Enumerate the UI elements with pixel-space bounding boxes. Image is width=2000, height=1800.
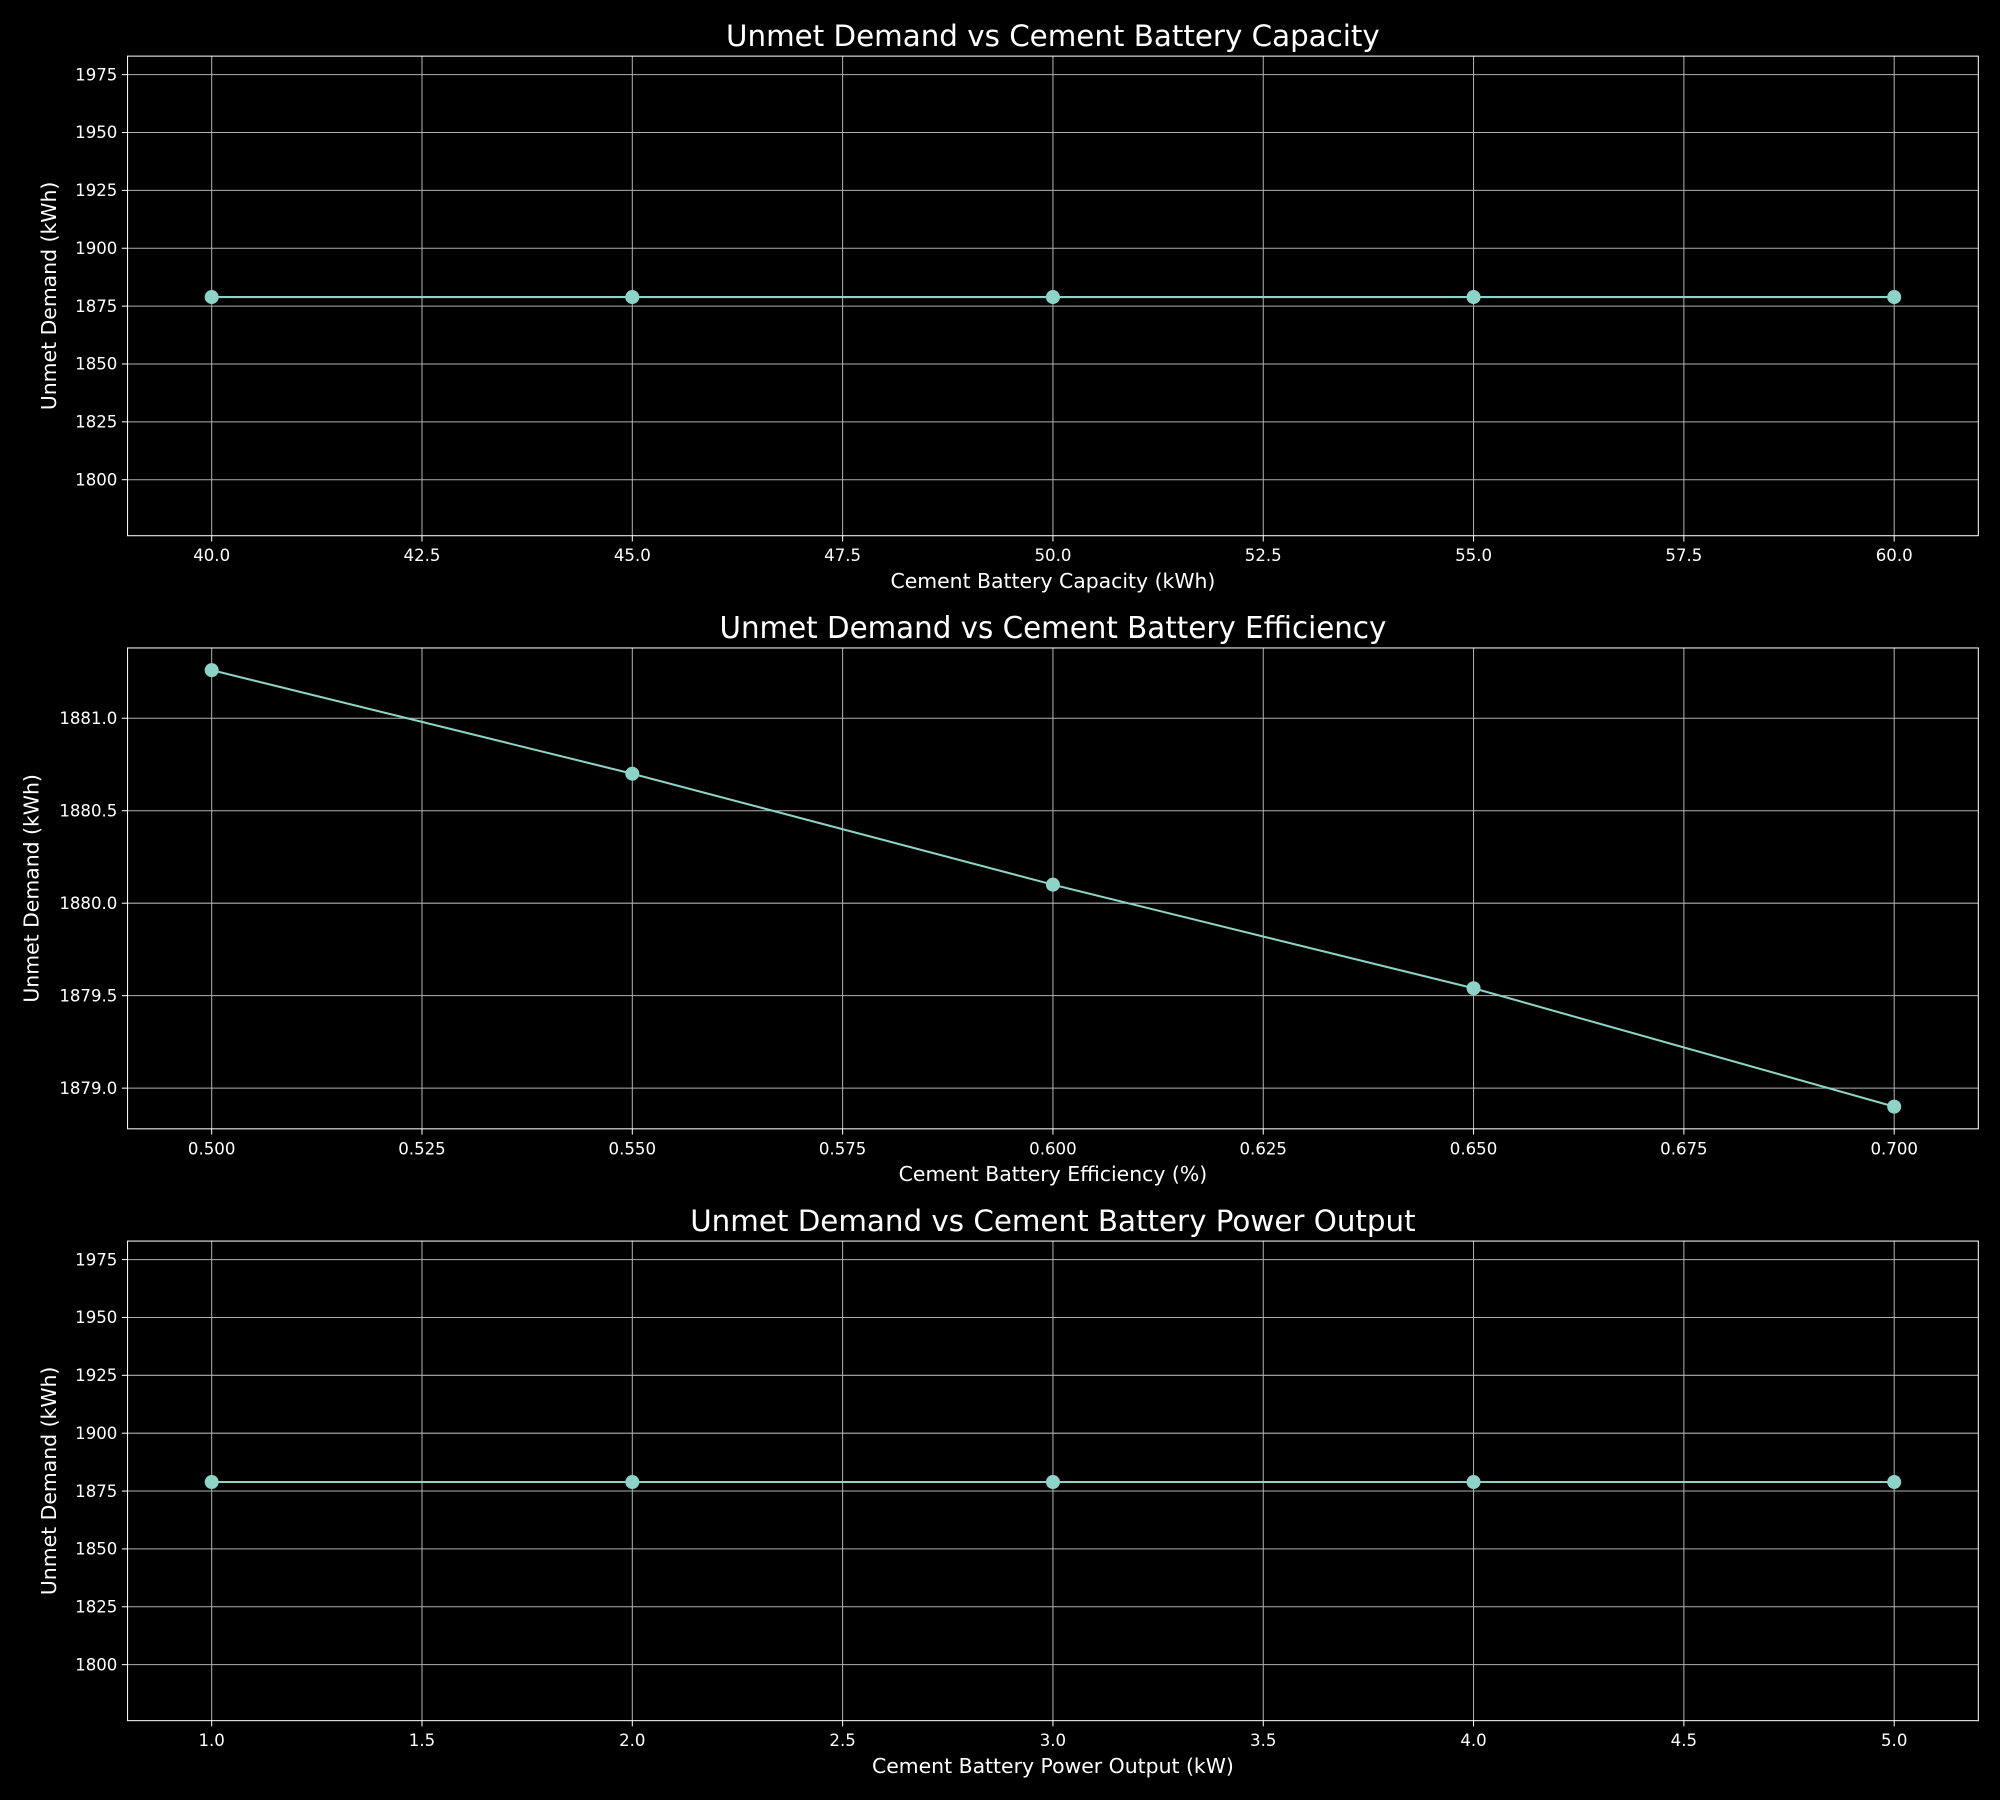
y-axis-label: Unmet Demand (kWh) (37, 1367, 61, 1596)
data-point (1045, 877, 1060, 892)
y-tick-label: 1880.0 (59, 894, 117, 913)
y-tick-label: 1800 (75, 1655, 117, 1674)
x-tick-label: 2.0 (619, 1731, 645, 1750)
x-tick-label: 0.700 (1870, 1139, 1917, 1158)
x-tick-label: 50.0 (1034, 546, 1071, 565)
data-point (1466, 1475, 1481, 1490)
x-tick-label: 5.0 (1881, 1731, 1907, 1750)
y-tick-label: 1881.0 (59, 709, 117, 728)
y-tick-label: 1950 (75, 123, 117, 142)
data-point (1887, 290, 1902, 305)
chart-title: Unmet Demand vs Cement Battery Efficienc… (720, 611, 1387, 645)
y-tick-label: 1879.5 (59, 986, 117, 1005)
y-tick-label: 1825 (75, 413, 117, 432)
y-tick-label: 1925 (75, 181, 117, 200)
y-tick-label: 1925 (75, 1366, 117, 1385)
x-tick-label: 1.5 (409, 1731, 435, 1750)
y-tick-label: 1950 (75, 1308, 117, 1327)
y-tick-label: 1875 (75, 297, 117, 316)
x-axis-label: Cement Battery Efficiency (%) (899, 1162, 1208, 1186)
y-tick-label: 1900 (75, 1424, 117, 1443)
x-tick-label: 0.675 (1660, 1139, 1707, 1158)
x-tick-label: 2.5 (829, 1731, 855, 1750)
y-tick-label: 1975 (75, 1250, 117, 1269)
x-axis-label: Cement Battery Capacity (kWh) (890, 569, 1215, 593)
x-tick-label: 0.525 (398, 1139, 445, 1158)
data-point (1887, 1099, 1902, 1114)
chart-title: Unmet Demand vs Cement Battery Power Out… (690, 1204, 1415, 1238)
x-tick-label: 55.0 (1455, 546, 1492, 565)
x-tick-label: 0.600 (1029, 1139, 1076, 1158)
data-point (1466, 290, 1481, 305)
data-point (204, 663, 219, 678)
x-tick-label: 52.5 (1245, 546, 1282, 565)
data-point (625, 1475, 640, 1490)
y-tick-label: 1800 (75, 470, 117, 489)
y-axis-label: Unmet Demand (kWh) (37, 182, 61, 411)
data-point (204, 290, 219, 305)
x-tick-label: 0.625 (1240, 1139, 1287, 1158)
data-point (625, 290, 640, 305)
y-tick-label: 1850 (75, 355, 117, 374)
x-tick-label: 3.5 (1250, 1731, 1276, 1750)
x-tick-label: 40.0 (193, 546, 230, 565)
y-tick-label: 1850 (75, 1540, 117, 1559)
data-point (625, 766, 640, 781)
x-tick-label: 3.0 (1040, 1731, 1066, 1750)
x-tick-label: 47.5 (824, 546, 861, 565)
y-tick-label: 1875 (75, 1482, 117, 1501)
data-point (1887, 1475, 1902, 1490)
y-tick-label: 1879.0 (59, 1079, 117, 1098)
data-point (1466, 981, 1481, 996)
x-tick-label: 4.0 (1460, 1731, 1486, 1750)
x-tick-label: 0.650 (1450, 1139, 1497, 1158)
y-tick-label: 1900 (75, 239, 117, 258)
axes-frame (127, 1240, 1979, 1722)
y-axis-label: Unmet Demand (kWh) (19, 774, 43, 1003)
chart-title: Unmet Demand vs Cement Battery Capacity (726, 19, 1380, 53)
data-point (204, 1475, 219, 1490)
data-point (1045, 1475, 1060, 1490)
x-tick-label: 0.500 (188, 1139, 235, 1158)
x-tick-label: 60.0 (1876, 546, 1913, 565)
x-tick-label: 0.550 (609, 1139, 656, 1158)
x-tick-label: 42.5 (404, 546, 441, 565)
x-tick-label: 57.5 (1665, 546, 1702, 565)
x-tick-label: 4.5 (1671, 1731, 1697, 1750)
data-point (1045, 290, 1060, 305)
axes-frame (127, 55, 1979, 537)
y-tick-label: 1880.5 (59, 801, 117, 820)
x-axis-label: Cement Battery Power Output (kW) (872, 1754, 1234, 1778)
x-tick-label: 0.575 (819, 1139, 866, 1158)
y-tick-label: 1825 (75, 1598, 117, 1617)
axes-frame (127, 647, 1979, 1130)
x-tick-label: 45.0 (614, 546, 651, 565)
y-tick-label: 1975 (75, 65, 117, 84)
x-tick-label: 1.0 (198, 1731, 224, 1750)
